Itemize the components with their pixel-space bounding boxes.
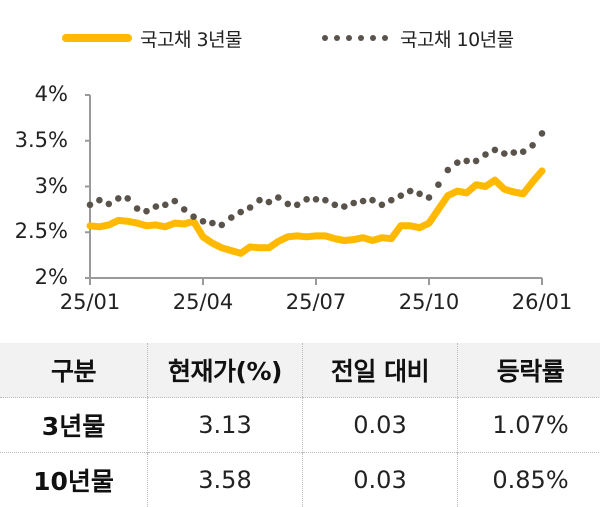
x-tick-label: 25/07 [286,292,347,313]
y-tick-label: 3% [0,176,68,197]
y-tick-label: 3.5% [0,130,68,151]
header-category: 구분 [0,343,148,398]
current-price-cell: 3.13 [148,398,303,453]
header-rate: 등락률 [458,343,600,398]
row-label: 3년물 [0,398,148,453]
y-tick-label: 2.5% [0,221,68,242]
dotted-line-swatch-icon [322,35,388,41]
legend-item-10y: 국고채 10년물 [322,22,514,54]
x-tick-label: 26/01 [512,292,573,313]
x-tick-label: 25/01 [60,292,121,313]
yield-table: 구분 현재가(%) 전일 대비 등락률 3년물 3.13 0.03 1.07% … [0,343,600,507]
table-header-row: 구분 현재가(%) 전일 대비 등락률 [0,343,600,398]
rate-cell: 1.07% [458,398,600,453]
rate-cell: 0.85% [458,453,600,507]
legend-label-10y: 국고채 10년물 [400,25,514,52]
change-cell: 0.03 [303,453,458,507]
change-cell: 0.03 [303,398,458,453]
legend-item-3y: 국고채 3년물 [62,22,242,54]
header-current-price: 현재가(%) [148,343,303,398]
y-tick-label: 2% [0,267,68,288]
chart-legend: 국고채 3년물 국고채 10년물 [0,22,600,54]
table-row: 3년물 3.13 0.03 1.07% [0,398,600,453]
table-row: 10년물 3.58 0.03 0.85% [0,453,600,507]
x-tick-label: 25/04 [173,292,234,313]
legend-label-3y: 국고채 3년물 [140,25,242,52]
current-price-cell: 3.58 [148,453,303,507]
line-chart: 2% 2.5% 3% 3.5% 4% 25/01 25/04 25/07 25/10 26/01 [0,70,600,330]
x-tick-label: 25/10 [399,292,460,313]
y-tick-label: 4% [0,84,68,105]
row-label: 10년물 [0,453,148,507]
solid-line-swatch-icon [62,34,132,42]
header-change: 전일 대비 [303,343,458,398]
